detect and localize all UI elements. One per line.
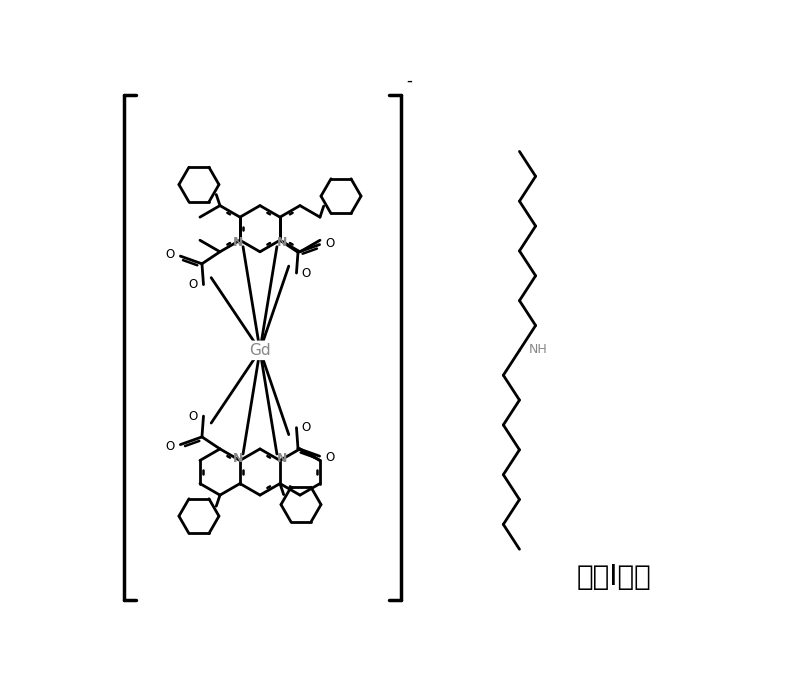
Text: NH: NH: [529, 343, 547, 356]
Text: O: O: [325, 236, 334, 249]
Text: O: O: [302, 267, 311, 279]
Text: 式（I）。: 式（I）。: [577, 563, 651, 590]
Text: O: O: [189, 410, 198, 423]
Text: N: N: [232, 452, 243, 465]
Text: O: O: [166, 248, 175, 261]
Text: O: O: [166, 439, 175, 453]
Text: O: O: [325, 451, 334, 464]
Text: N: N: [232, 236, 243, 249]
Text: -: -: [406, 72, 413, 90]
Text: O: O: [189, 278, 198, 291]
Text: O: O: [302, 421, 311, 434]
Text: N: N: [277, 236, 288, 249]
Text: Gd: Gd: [249, 343, 271, 358]
Text: N: N: [277, 452, 288, 465]
